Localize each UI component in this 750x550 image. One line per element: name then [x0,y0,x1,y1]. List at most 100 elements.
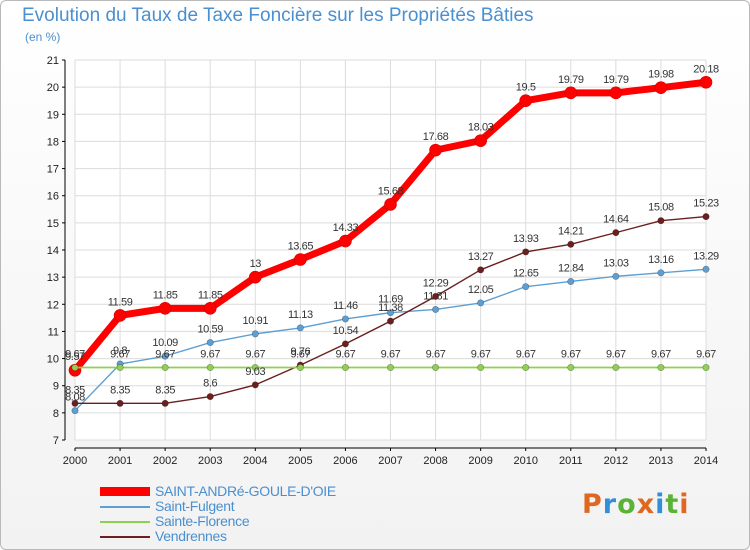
data-label-vendrennes: 8.35 [155,384,175,396]
data-label-saint-fulgent: 12.84 [558,262,584,274]
data-point-saint-andre-goule-d-oie [429,143,442,157]
logo-letter: i [655,489,666,520]
data-point-saint-andre-goule-d-oie [564,86,578,100]
data-point-saint-andre-goule-d-oie [609,86,623,100]
x-tick-label: 2002 [153,455,177,467]
data-point-saint-fulgent [657,269,665,277]
data-label-sainte-florence: 9.67 [381,349,401,361]
data-point-saint-fulgent [71,407,79,415]
axes [62,59,707,451]
y-tick-label: 14 [47,245,59,257]
data-point-sainte-florence [657,364,665,372]
data-point-saint-andre-goule-d-oie [474,134,487,147]
y-tick-label: 13 [47,272,59,284]
x-tick-label: 2005 [288,455,312,467]
data-label-sainte-florence: 9.67 [606,349,626,361]
data-point-saint-fulgent [477,299,485,307]
x-tick-label: 2006 [333,455,357,467]
y-tick-label: 16 [47,191,59,203]
x-tick-label: 2014 [694,455,718,467]
data-label-sainte-florence: 9.67 [561,349,581,361]
data-label-vendrennes: 14.64 [603,214,629,226]
data-point-sainte-florence [161,364,169,372]
y-tick-labels: 7 8 9 10 11 12 13 14 15 16 17 18 19 20 21 [47,55,59,447]
logo-letter: P [582,489,603,520]
x-tick-labels: 2000 2001 2002 2003 2004 2005 2006 2007 2008 2009… [63,455,718,467]
legend-swatch [100,487,150,496]
data-point-sainte-florence [477,364,485,372]
data-label-sainte-florence: 9.67 [290,349,310,361]
data-point-sainte-florence [432,364,440,372]
legend-label: SAINT-ANDRé-GOULE-D'OIE [155,483,336,499]
data-label-saint-fulgent: 10.59 [197,324,223,336]
data-label-vendrennes: 13.93 [513,233,539,245]
data-point-saint-andre-goule-d-oie [384,198,397,211]
x-tick-label: 2008 [423,455,447,467]
y-tick-label: 17 [47,164,59,176]
legend-swatch [100,521,150,523]
legend-label: Sainte-Florence [155,513,250,529]
data-label-saint-andre-goule-d-oie: 11.85 [153,289,178,301]
data-point-saint-andre-goule-d-oie [203,302,217,315]
data-point-sainte-florence [702,364,710,372]
x-tick-label: 2004 [243,455,267,467]
logo-letter: t [665,489,680,520]
data-label-sainte-florence: 9.67 [471,349,491,361]
data-point-saint-fulgent [386,309,394,317]
data-point-vendrennes [206,393,214,401]
legend-label: Saint-Fulgent [155,498,235,514]
data-point-sainte-florence [567,364,575,372]
x-tick-label: 2013 [649,455,673,467]
logo-letter: x [636,489,656,520]
data-point-saint-andre-goule-d-oie [654,81,668,94]
chart-title: Evolution du Taux de Taxe Foncière sur l… [22,5,534,26]
data-label-saint-fulgent: 11.46 [333,300,358,312]
data-point-saint-fulgent [522,283,530,291]
data-point-saint-andre-goule-d-oie [519,94,533,108]
y-tick-label: 8 [53,408,59,420]
y-tick-label: 10 [47,354,59,366]
data-label-sainte-florence: 9.67 [200,349,220,361]
data-label-saint-fulgent: 13.03 [603,257,629,269]
data-label-saint-fulgent: 13.29 [693,250,719,262]
data-point-saint-fulgent [296,324,304,332]
logo-letter: r [602,489,618,520]
data-label-sainte-florence: 9.67 [155,349,175,361]
data-point-sainte-florence [341,364,349,372]
data-label-vendrennes: 9.76 [290,346,310,358]
y-tick-label: 12 [47,299,59,311]
data-label-saint-fulgent: 10.09 [152,337,178,349]
data-point-sainte-florence [612,364,620,372]
data-labels: 9.57 11.59 11.85 11.85 13 13.65 14.33 15.68 17.6… [65,63,719,403]
grid [74,59,707,441]
line-chart: 7 8 9 10 11 12 13 14 15 16 17 18 19 20 21 2000 2001 2002… [47,55,720,467]
y-tick-label: 7 [53,435,59,447]
y-tick-label: 18 [47,136,59,148]
data-point-vendrennes [161,399,169,407]
data-label-vendrennes: 10.54 [333,325,359,337]
data-point-saint-andre-goule-d-oie [699,75,713,89]
data-point-sainte-florence [71,364,79,372]
data-label-saint-andre-goule-d-oie: 19.79 [558,74,584,86]
y-tick-label: 19 [47,109,59,121]
data-label-vendrennes: 13.27 [468,251,494,263]
x-tick-label: 2007 [378,455,402,467]
x-tick-label: 2003 [198,455,222,467]
data-label-saint-fulgent: 9.8 [113,345,127,357]
data-label-saint-andre-goule-d-oie: 14.33 [333,222,359,234]
data-label-saint-andre-goule-d-oie: 19.5 [516,82,536,94]
data-point-saint-andre-goule-d-oie [113,309,127,322]
data-label-sainte-florence: 9.67 [426,349,446,361]
data-label-sainte-florence: 9.67 [245,349,265,361]
y-tick-label: 9 [53,381,59,393]
data-point-sainte-florence [206,364,214,372]
data-point-vendrennes [386,317,394,325]
data-label-saint-andre-goule-d-oie: 20.18 [693,63,719,75]
data-point-vendrennes [522,248,530,256]
data-point-saint-andre-goule-d-oie [248,270,262,284]
data-label-vendrennes: 15.23 [693,198,719,210]
data-label-vendrennes: 12.29 [423,277,449,289]
unit-label: (en %) [25,30,61,44]
data-point-saint-fulgent [567,277,575,285]
legend-label: Vendrennes [155,528,227,544]
